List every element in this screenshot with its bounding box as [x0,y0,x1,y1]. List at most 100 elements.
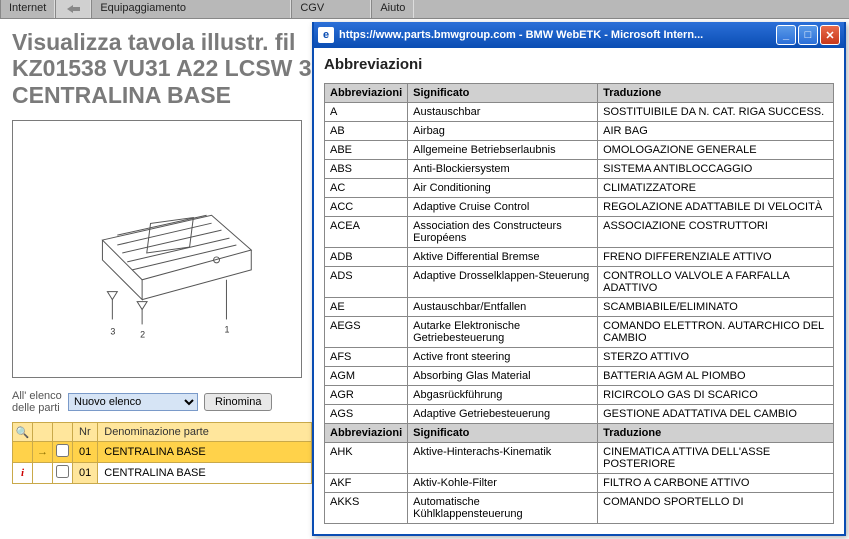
parts-table: 🔍 Nr Denominazione parte → 01 CENTRALINA… [12,422,312,484]
close-button[interactable]: ✕ [820,25,840,45]
nav-internet[interactable]: Internet [0,0,55,18]
abbreviations-table: Abbreviazioni Significato Traduzione AAu… [324,83,834,524]
col-abbr: Abbreviazioni [325,84,408,103]
abbr-row: AGSAdaptive GetriebesteuerungGESTIONE AD… [325,405,834,424]
abbr-cell: SCAMBIABILE/ELIMINATO [598,298,834,317]
col-nr: Nr [73,423,98,442]
abbr-row: ACAir ConditioningCLIMATIZZATORE [325,179,834,198]
abbr-cell: FRENO DIFFERENZIALE ATTIVO [598,248,834,267]
abbr-row: AEAustauschbar/EntfallenSCAMBIABILE/ELIM… [325,298,834,317]
abbr-cell: Autarke Elektronische Getriebesteuerung [408,317,598,348]
abbr-cell: Active front steering [408,348,598,367]
minimize-button[interactable]: _ [776,25,796,45]
abbreviations-popup: e https://www.parts.bmwgroup.com - BMW W… [312,22,846,536]
callout-2: 2 [137,302,147,340]
row-checkbox[interactable] [56,465,69,478]
abbr-row: ADBAktive Differential BremseFRENO DIFFE… [325,248,834,267]
abbr-cell: Abgasrückführung [408,386,598,405]
col-trad: Traduzione [598,84,834,103]
abbr-row: AFSActive front steeringSTERZO ATTIVO [325,348,834,367]
abbr-cell: Anti-Blockiersystem [408,160,598,179]
abbr-cell: Aktive Differential Bremse [408,248,598,267]
col-trad: Traduzione [598,424,834,443]
abbr-cell: CONTROLLO VALVOLE A FARFALLA ADATTIVO [598,267,834,298]
callout-1: 1 [224,280,229,335]
row-desc: CENTRALINA BASE [98,463,312,484]
abbr-cell: OMOLOGAZIONE GENERALE [598,141,834,160]
abbr-row: AAustauschbarSOSTITUIBILE DA N. CAT. RIG… [325,103,834,122]
top-nav: Internet Equipaggiamento CGV Aiuto [0,0,849,19]
abbr-cell: AHK [325,443,408,474]
abbr-cell: BATTERIA AGM AL PIOMBO [598,367,834,386]
abbr-cell: A [325,103,408,122]
abbr-cell: COMANDO ELETTRON. AUTARCHICO DEL CAMBIO [598,317,834,348]
abbr-cell: AC [325,179,408,198]
abbr-cell: AKKS [325,493,408,524]
abbr-cell: AGM [325,367,408,386]
abbr-cell: RICIRCOLO GAS DI SCARICO [598,386,834,405]
abbr-cell: AFS [325,348,408,367]
abbr-row: ABAirbagAIR BAG [325,122,834,141]
part-diagram: 3 2 1 [13,121,301,377]
title-line1: Visualizza tavola illustr. fil [12,29,295,55]
abbr-row: AKFAktiv-Kohle-FilterFILTRO A CARBONE AT… [325,474,834,493]
row-nr: 01 [73,442,98,463]
info-icon[interactable]: i [21,467,24,479]
nav-cgv[interactable]: CGV [291,0,371,18]
abbr-cell: ASSOCIAZIONE COSTRUTTORI [598,217,834,248]
abbr-cell: AKF [325,474,408,493]
abbr-cell: Aktiv-Kohle-Filter [408,474,598,493]
abbr-cell: FILTRO A CARBONE ATTIVO [598,474,834,493]
abbr-cell: Adaptive Getriebesteuerung [408,405,598,424]
nav-aiuto[interactable]: Aiuto [371,0,414,18]
abbr-cell: Air Conditioning [408,179,598,198]
abbr-cell: STERZO ATTIVO [598,348,834,367]
back-arrow-icon[interactable] [55,0,91,18]
popup-title-text: https://www.parts.bmwgroup.com - BMW Web… [339,29,776,41]
abbr-row: AGRAbgasrückführungRICIRCOLO GAS DI SCAR… [325,386,834,405]
svg-text:3: 3 [110,327,115,337]
popup-titlebar[interactable]: e https://www.parts.bmwgroup.com - BMW W… [314,22,844,48]
abbr-cell: REGOLAZIONE ADATTABILE DI VELOCITÀ [598,198,834,217]
maximize-button[interactable]: □ [798,25,818,45]
row-checkbox[interactable] [56,444,69,457]
abbr-row: AGMAbsorbing Glas MaterialBATTERIA AGM A… [325,367,834,386]
abbr-cell: AEGS [325,317,408,348]
rename-button[interactable]: Rinomina [204,393,272,411]
abbr-cell: Absorbing Glas Material [408,367,598,386]
abbr-cell: Austauschbar/Entfallen [408,298,598,317]
col-sig: Significato [408,424,598,443]
nav-equip[interactable]: Equipaggiamento [91,0,291,18]
abbr-row: AKKSAutomatische KühlklappensteuerungCOM… [325,493,834,524]
abbr-cell: Allgemeine Betriebserlaubnis [408,141,598,160]
table-row[interactable]: → 01 CENTRALINA BASE [13,442,312,463]
table-row[interactable]: i 01 CENTRALINA BASE [13,463,312,484]
abbr-cell: Adaptive Cruise Control [408,198,598,217]
abbr-cell: ABS [325,160,408,179]
abbr-cell: AE [325,298,408,317]
row-desc: CENTRALINA BASE [98,442,312,463]
parts-table-header: 🔍 Nr Denominazione parte [13,423,312,442]
svg-text:1: 1 [224,325,229,335]
col-sig: Significato [408,84,598,103]
abbr-row: ADSAdaptive Drosselklappen-SteuerungCONT… [325,267,834,298]
search-header-icon[interactable]: 🔍 [13,423,33,442]
diagram-viewport[interactable]: 3 2 1 [12,120,302,378]
abbr-row: ABEAllgemeine BetriebserlaubnisOMOLOGAZI… [325,141,834,160]
abbr-cell: GESTIONE ADATTATIVA DEL CAMBIO [598,405,834,424]
abbr-cell: Adaptive Drosselklappen-Steuerung [408,267,598,298]
abbr-row: AEGSAutarke Elektronische Getriebesteuer… [325,317,834,348]
abbr-cell: AGS [325,405,408,424]
abbr-cell: Aktive-Hinterachs-Kinematik [408,443,598,474]
abbr-cell: CINEMATICA ATTIVA DELL'ASSE POSTERIORE [598,443,834,474]
abbr-row: ABSAnti-BlockiersystemSISTEMA ANTIBLOCCA… [325,160,834,179]
abbr-row: AHKAktive-Hinterachs-KinematikCINEMATICA… [325,443,834,474]
selected-row-icon: → [37,446,48,458]
abbr-cell: ADB [325,248,408,267]
title-line2: KZ01538 VU31 A22 LCSW 3 [12,55,312,81]
abbr-row: ACCAdaptive Cruise ControlREGOLAZIONE AD… [325,198,834,217]
abbr-cell: Association des Constructeurs Européens [408,217,598,248]
svg-text:2: 2 [140,330,145,340]
parts-list-select[interactable]: Nuovo elenco [68,393,198,411]
abbr-cell: ACEA [325,217,408,248]
